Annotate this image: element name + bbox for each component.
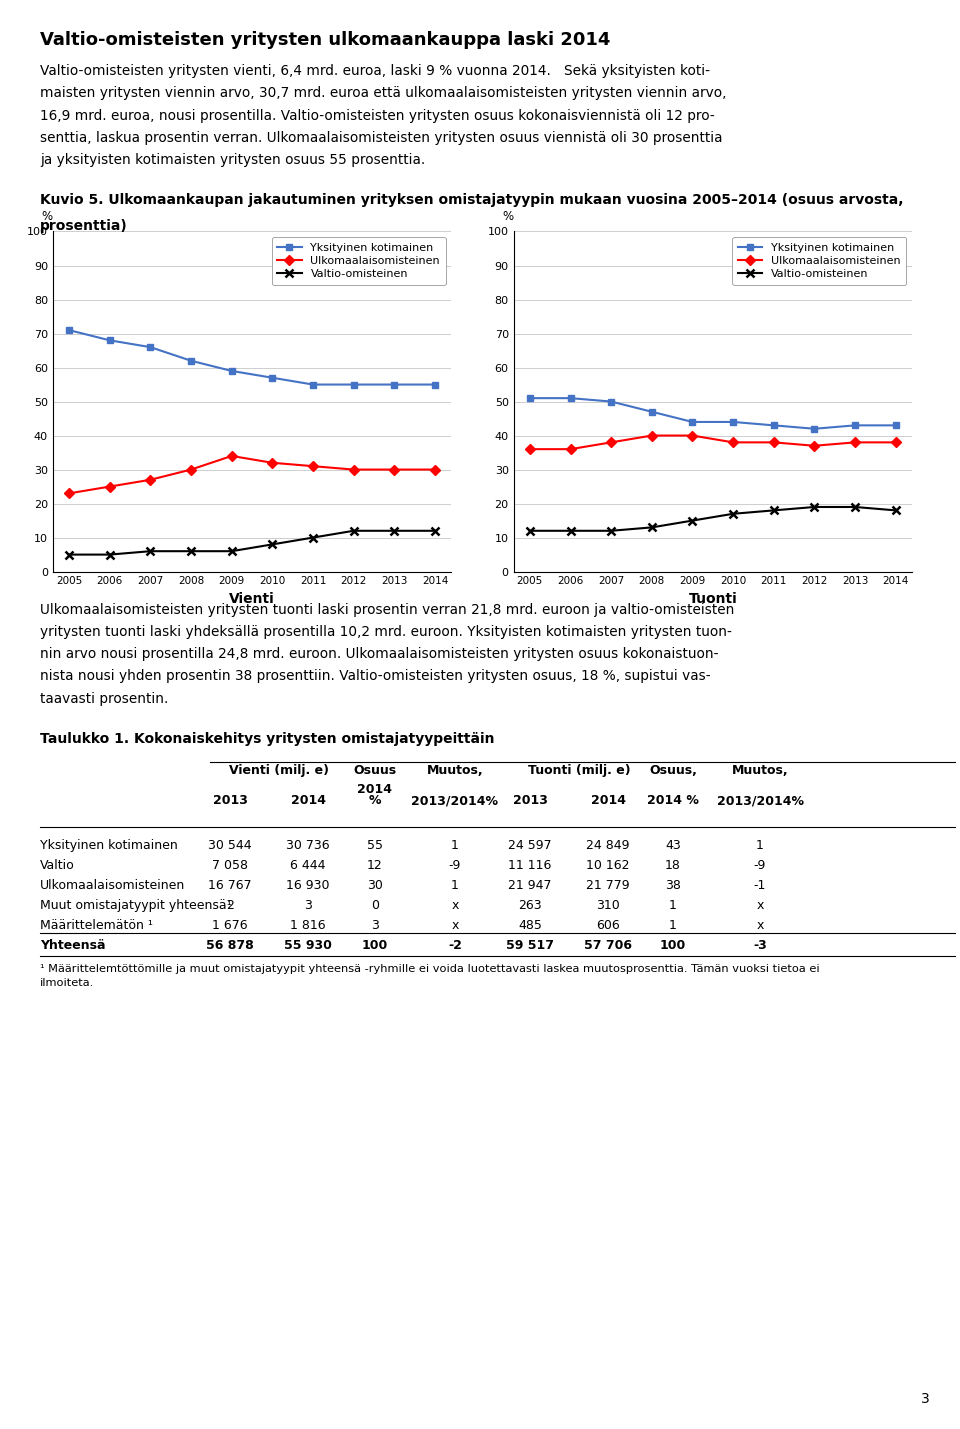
Text: -2: -2	[448, 939, 462, 952]
Text: Muut omistajatyypit yhteensä¹: Muut omistajatyypit yhteensä¹	[40, 899, 231, 912]
Text: Osuus,: Osuus,	[649, 765, 697, 777]
Text: -1: -1	[754, 879, 766, 892]
Text: 100: 100	[362, 939, 388, 952]
Text: 59 517: 59 517	[506, 939, 554, 952]
Text: 21 779: 21 779	[587, 879, 630, 892]
Text: 16 767: 16 767	[208, 879, 252, 892]
Text: 1: 1	[756, 839, 764, 852]
Text: Valtio-omisteisten yritysten ulkomaankauppa laski 2014: Valtio-omisteisten yritysten ulkomaankau…	[40, 31, 611, 49]
Text: 3: 3	[304, 899, 312, 912]
Text: Valtio-omisteisten yritysten vienti, 6,4 mrd. euroa, laski 9 % vuonna 2014.   Se: Valtio-omisteisten yritysten vienti, 6,4…	[40, 64, 710, 79]
Text: 100: 100	[660, 939, 686, 952]
Text: ¹ Määrittelemtöttömille ja muut omistajatyypit yhteensä -ryhmille ei voida luote: ¹ Määrittelemtöttömille ja muut omistaja…	[40, 965, 820, 975]
Text: 56 878: 56 878	[206, 939, 253, 952]
Text: 6 444: 6 444	[290, 859, 325, 872]
Text: 0: 0	[371, 899, 379, 912]
X-axis label: Tuonti: Tuonti	[688, 592, 737, 606]
Text: 2014 %: 2014 %	[647, 795, 699, 807]
Text: 263: 263	[518, 899, 541, 912]
Text: 1: 1	[669, 919, 677, 932]
Text: Vienti (milj. e): Vienti (milj. e)	[229, 765, 329, 777]
Text: 38: 38	[665, 879, 681, 892]
Text: Muutos,: Muutos,	[732, 765, 788, 777]
Text: 2013: 2013	[513, 795, 547, 807]
Text: taavasti prosentin.: taavasti prosentin.	[40, 692, 169, 706]
Text: 2014: 2014	[357, 783, 393, 796]
Text: 2013: 2013	[212, 795, 248, 807]
Text: ilmoiteta.: ilmoiteta.	[40, 979, 94, 989]
Text: 1: 1	[451, 879, 459, 892]
Text: Ulkomaalaisomisteinen: Ulkomaalaisomisteinen	[40, 879, 185, 892]
Text: 57 706: 57 706	[584, 939, 632, 952]
Text: 16,9 mrd. euroa, nousi prosentilla. Valtio-omisteisten yritysten osuus kokonaisv: 16,9 mrd. euroa, nousi prosentilla. Valt…	[40, 109, 715, 123]
Text: 30 544: 30 544	[208, 839, 252, 852]
Text: 2013/2014%: 2013/2014%	[412, 795, 498, 807]
Text: 3: 3	[372, 919, 379, 932]
Text: 2014: 2014	[590, 795, 626, 807]
Text: 1 676: 1 676	[212, 919, 248, 932]
Text: 1: 1	[669, 899, 677, 912]
Text: nista nousi yhden prosentin 38 prosenttiin. Valtio-omisteisten yritysten osuus, : nista nousi yhden prosentin 38 prosentti…	[40, 670, 711, 683]
Text: 1: 1	[451, 839, 459, 852]
Text: Yhteensä: Yhteensä	[40, 939, 106, 952]
Text: 18: 18	[665, 859, 681, 872]
Text: 11 116: 11 116	[508, 859, 552, 872]
Text: 1 816: 1 816	[290, 919, 325, 932]
Text: 16 930: 16 930	[286, 879, 329, 892]
Text: 55 930: 55 930	[284, 939, 332, 952]
Text: nin arvo nousi prosentilla 24,8 mrd. euroon. Ulkomaalaisomisteisten yritysten os: nin arvo nousi prosentilla 24,8 mrd. eur…	[40, 647, 719, 662]
Legend: Yksityinen kotimainen, Ulkomaalaisomisteinen, Valtio-omisteinen: Yksityinen kotimainen, Ulkomaalaisomiste…	[732, 237, 906, 284]
Text: 2014: 2014	[291, 795, 325, 807]
Text: Muutos,: Muutos,	[426, 765, 483, 777]
Text: 485: 485	[518, 919, 542, 932]
Text: ja yksityisten kotimaisten yritysten osuus 55 prosenttia.: ja yksityisten kotimaisten yritysten osu…	[40, 153, 425, 167]
Text: 10 162: 10 162	[587, 859, 630, 872]
Text: yritysten tuonti laski yhdeksällä prosentilla 10,2 mrd. euroon. Yksityisten koti: yritysten tuonti laski yhdeksällä prosen…	[40, 626, 732, 639]
Text: -3: -3	[754, 939, 767, 952]
X-axis label: Vienti: Vienti	[229, 592, 275, 606]
Text: 12: 12	[367, 859, 383, 872]
Text: Valtio: Valtio	[40, 859, 75, 872]
Text: %: %	[41, 210, 53, 223]
Text: 30: 30	[367, 879, 383, 892]
Text: Yksityinen kotimainen: Yksityinen kotimainen	[40, 839, 178, 852]
Text: x: x	[756, 899, 764, 912]
Text: 24 849: 24 849	[587, 839, 630, 852]
Text: x: x	[451, 919, 459, 932]
Text: %: %	[369, 795, 381, 807]
Text: 21 947: 21 947	[508, 879, 552, 892]
Text: x: x	[756, 919, 764, 932]
Text: maisten yritysten viennin arvo, 30,7 mrd. euroa että ulkomaalaisomisteisten yrit: maisten yritysten viennin arvo, 30,7 mrd…	[40, 87, 727, 100]
Text: 2013/2014%: 2013/2014%	[716, 795, 804, 807]
Legend: Yksityinen kotimainen, Ulkomaalaisomisteinen, Valtio-omisteinen: Yksityinen kotimainen, Ulkomaalaisomiste…	[272, 237, 445, 284]
Text: -9: -9	[449, 859, 461, 872]
Text: Tuonti (milj. e): Tuonti (milj. e)	[528, 765, 631, 777]
Text: Määrittelemätön ¹: Määrittelemätön ¹	[40, 919, 153, 932]
Text: 606: 606	[596, 919, 620, 932]
Text: prosenttia): prosenttia)	[40, 219, 128, 233]
Text: 3: 3	[921, 1392, 929, 1406]
Text: Taulukko 1. Kokonaiskehitys yritysten omistajatyypeittäin: Taulukko 1. Kokonaiskehitys yritysten om…	[40, 732, 494, 746]
Text: Ulkomaalaisomisteisten yritysten tuonti laski prosentin verran 21,8 mrd. euroon : Ulkomaalaisomisteisten yritysten tuonti …	[40, 603, 734, 617]
Text: 30 736: 30 736	[286, 839, 330, 852]
Text: -9: -9	[754, 859, 766, 872]
Text: Kuvio 5. Ulkomaankaupan jakautuminen yrityksen omistajatyypin mukaan vuosina 200: Kuvio 5. Ulkomaankaupan jakautuminen yri…	[40, 193, 903, 207]
Text: x: x	[451, 899, 459, 912]
Text: senttia, laskua prosentin verran. Ulkomaalaisomisteisten yritysten osuus viennis: senttia, laskua prosentin verran. Ulkoma…	[40, 131, 723, 144]
Text: %: %	[502, 210, 514, 223]
Text: 43: 43	[665, 839, 681, 852]
Text: 7 058: 7 058	[212, 859, 248, 872]
Text: Osuus: Osuus	[353, 765, 396, 777]
Text: 24 597: 24 597	[508, 839, 552, 852]
Text: 55: 55	[367, 839, 383, 852]
Text: 2: 2	[226, 899, 234, 912]
Text: 310: 310	[596, 899, 620, 912]
